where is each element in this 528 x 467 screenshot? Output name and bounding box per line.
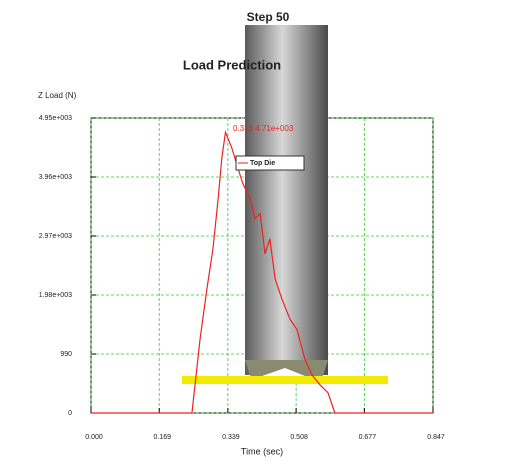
workpiece-bulge — [262, 368, 305, 376]
x-tick-label: 0.847 — [427, 434, 445, 441]
y-tick-label: 0 — [68, 410, 72, 417]
legend-label: Top Die — [250, 160, 275, 167]
y-tick-label: 1.98e+003 — [39, 292, 72, 299]
peak-annotation: 0.333 4.71e+003 — [233, 124, 294, 133]
load-curve — [91, 130, 433, 414]
x-axis-label: Time (sec) — [241, 446, 283, 456]
x-tick-label: 0.169 — [153, 434, 171, 441]
x-tick-label: 0.000 — [85, 434, 103, 441]
x-tick-label: 0.508 — [290, 434, 308, 441]
chart-title: Load Prediction — [183, 57, 281, 72]
y-tick-label: 4.95e+003 — [39, 115, 72, 122]
legend-box — [235, 155, 305, 171]
x-tick-label: 0.677 — [359, 434, 377, 441]
y-tick-label: 3.96e+003 — [39, 174, 72, 181]
x-tick-label: 0.339 — [222, 434, 240, 441]
y-tick-label: 2.97e+003 — [39, 233, 72, 240]
y-tick-label: 990 — [60, 351, 72, 358]
step-label: Step 50 — [247, 10, 290, 24]
workpiece — [182, 376, 388, 384]
y-axis-label: Z Load (N) — [38, 91, 77, 100]
die-cylinder — [245, 25, 328, 375]
